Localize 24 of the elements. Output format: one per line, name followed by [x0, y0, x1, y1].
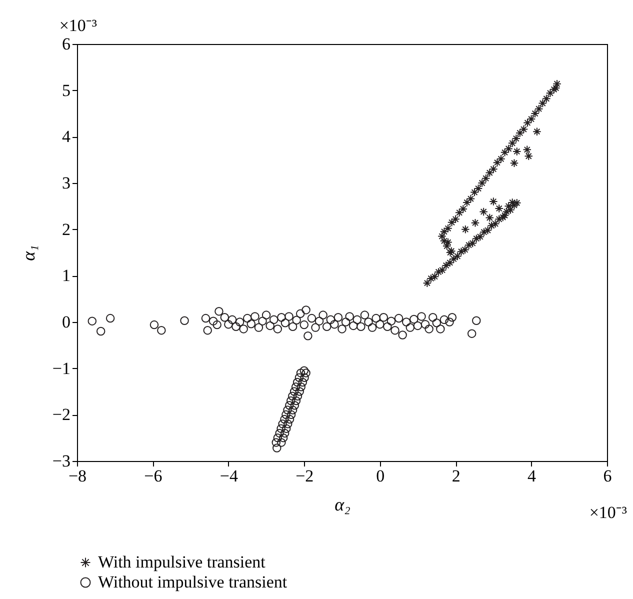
- y-tick-label: 4: [62, 127, 71, 146]
- y-tick-label: 6: [62, 34, 70, 54]
- text: ×10⁻³: [589, 503, 627, 522]
- legend-label: With impulsive transient: [98, 552, 266, 572]
- x-tick-label: 2: [452, 466, 460, 486]
- y-tick-label: 3: [62, 174, 70, 192]
- x-tick-label: 0: [376, 466, 385, 486]
- legend-label: Without impulsive transient: [98, 572, 288, 592]
- x-tick-label: −6: [144, 466, 162, 486]
- y-tick-label: 0: [62, 312, 70, 332]
- x-tick-label: −2: [296, 466, 314, 486]
- x-axis-title: α₂: [334, 494, 350, 514]
- y-tick-label: −2: [52, 405, 70, 424]
- y-tick-label: 2: [62, 220, 70, 239]
- x-tick-label: −4: [220, 466, 238, 486]
- text: ×10⁻³: [59, 16, 97, 35]
- y-axis-title: α₁: [18, 245, 38, 261]
- x-tick-label: 6: [603, 466, 612, 486]
- x-tick-label: 4: [528, 466, 537, 486]
- y-tick-label: −3: [52, 452, 70, 470]
- y-tick-label: 1: [62, 266, 70, 286]
- x-tick-label: −8: [68, 466, 87, 486]
- y-tick-label: −1: [52, 358, 70, 378]
- y-tick-label: 5: [62, 80, 70, 100]
